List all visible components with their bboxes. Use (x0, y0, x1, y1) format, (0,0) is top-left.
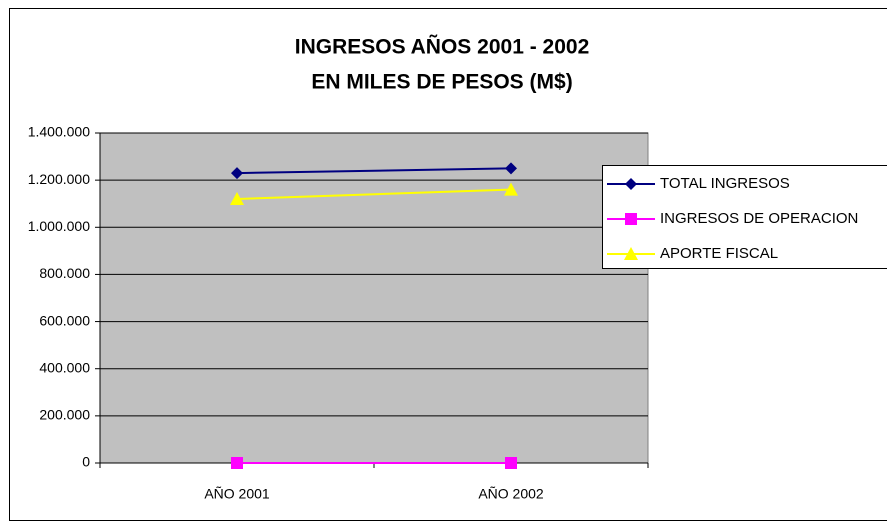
legend-label: INGRESOS DE OPERACION (660, 210, 858, 227)
legend-label: APORTE FISCAL (660, 245, 778, 262)
marker (505, 162, 517, 175)
series-line (236, 167, 512, 175)
marker (505, 457, 517, 469)
marker (624, 247, 638, 260)
plot-area (99, 132, 649, 464)
y-tick-label: 800.000 (39, 265, 90, 281)
legend-label: TOTAL INGRESOS (660, 175, 790, 192)
y-tick-label: 200.000 (39, 407, 90, 423)
y-tick-label: 1.400.000 (28, 124, 90, 140)
y-tick-label: 1.200.000 (28, 171, 90, 187)
legend (602, 165, 887, 269)
marker (504, 182, 518, 196)
x-tick-label: AÑO 2002 (478, 486, 544, 502)
marker (231, 457, 243, 469)
y-tick-label: 1.000.000 (28, 218, 90, 234)
y-tick-label: 600.000 (39, 312, 90, 328)
y-tick-label: 400.000 (39, 359, 90, 375)
y-tick-label: 0 (82, 454, 90, 470)
series-line (236, 188, 512, 200)
marker (230, 192, 244, 205)
x-tick-label: AÑO 2001 (204, 486, 270, 502)
marker (625, 178, 637, 190)
marker (625, 213, 637, 225)
chart-title: INGRESOS AÑOS 2001 - 2002 (295, 36, 590, 59)
marker (231, 167, 243, 180)
chart-title: EN MILES DE PESOS (M$) (311, 71, 572, 94)
